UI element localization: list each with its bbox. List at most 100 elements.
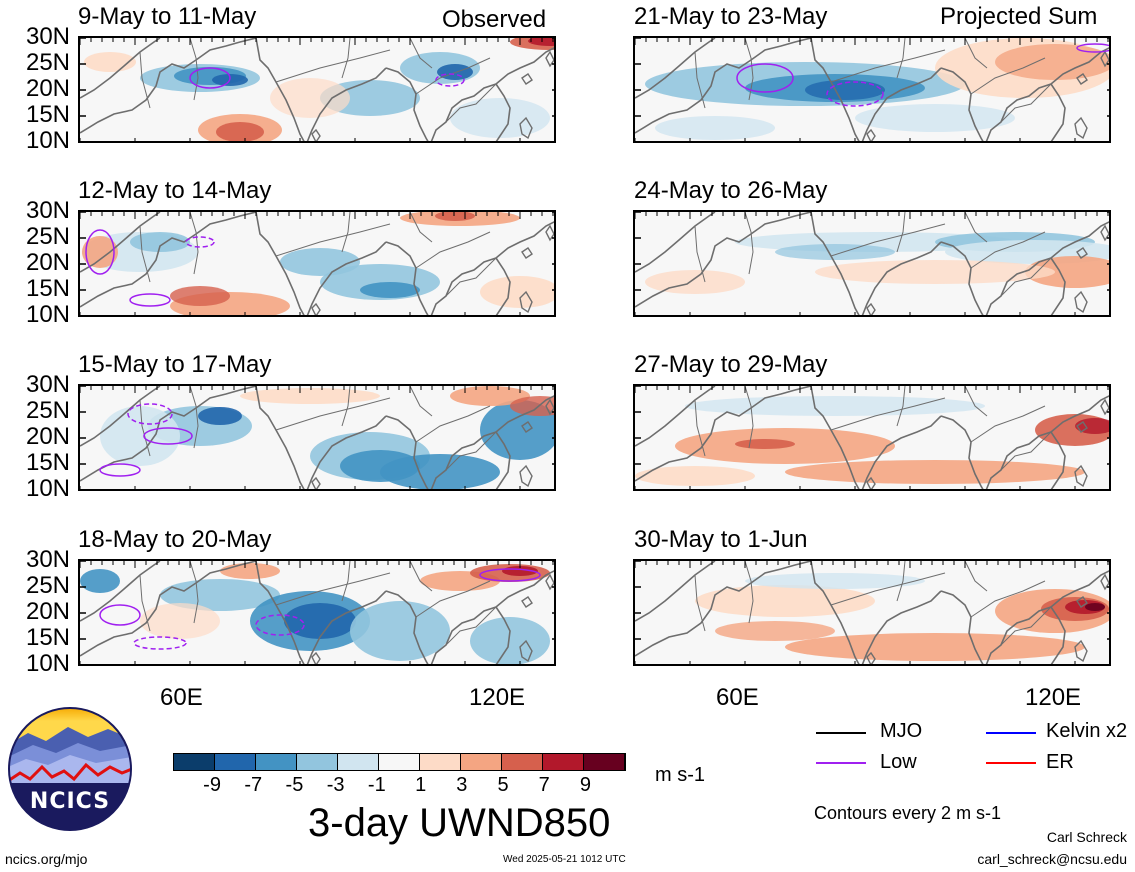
coastline — [385, 415, 429, 489]
island-outline — [1076, 247, 1088, 259]
panel-title: 12-May to 14-May — [78, 177, 272, 204]
colorbar-swatch — [543, 754, 584, 770]
country-border — [970, 57, 1046, 95]
coastline — [635, 212, 716, 273]
coastline — [306, 67, 387, 141]
low-contour — [736, 63, 794, 93]
coastline — [635, 386, 716, 447]
island-outline — [545, 573, 554, 591]
country-border — [1000, 431, 1052, 471]
country-border — [896, 561, 906, 602]
country-border — [341, 212, 351, 253]
coastline — [985, 83, 1052, 141]
anomaly-shading — [785, 460, 1085, 484]
country-border — [744, 386, 754, 449]
coastline — [985, 257, 1052, 315]
anomaly-shading — [216, 122, 264, 141]
coastline — [80, 59, 197, 134]
y-tick-label: 30N — [25, 371, 70, 398]
coastline — [430, 431, 497, 489]
country-border — [139, 225, 151, 283]
y-tick-label: 25N — [25, 49, 70, 76]
mjo-legend-label: MJO — [880, 720, 923, 742]
ncics-logo: NCICS — [8, 707, 132, 831]
coastline — [1050, 431, 1066, 489]
map-panel — [633, 210, 1111, 317]
country-border — [409, 38, 433, 69]
y-tick-label: 20N — [25, 423, 70, 450]
coastline — [985, 606, 1052, 664]
low-contour — [826, 81, 884, 107]
low-contour — [85, 229, 115, 275]
coastline — [861, 590, 942, 664]
country-border — [830, 572, 946, 606]
figure-title: 3-day UWND850 — [308, 801, 611, 845]
wind-field — [80, 212, 554, 315]
low-legend-label: Low — [880, 751, 917, 773]
anomaly-shading — [735, 439, 795, 449]
anomaly-shading — [995, 44, 1109, 80]
anomaly-shading — [785, 633, 1085, 661]
colorbar-tick-label: -1 — [367, 774, 386, 796]
x-tick-label: 60E — [160, 684, 203, 711]
colorbar-tick-label: 3 — [456, 774, 468, 796]
coastline — [495, 47, 554, 85]
island-outline — [545, 224, 554, 242]
y-tick-label: 30N — [25, 23, 70, 50]
map-panel — [78, 559, 556, 666]
coastline — [810, 386, 860, 489]
y-tick-label: 20N — [25, 598, 70, 625]
country-border — [275, 397, 391, 431]
y-tick-label: 10N — [25, 127, 70, 154]
low-contour — [99, 463, 141, 477]
island-outline — [1100, 573, 1109, 591]
anomaly-shading — [695, 585, 875, 617]
footer-timestamp: Wed 2025-05-21 1012 UTC — [503, 854, 626, 865]
map-panel — [78, 210, 556, 317]
kelvin-legend-line — [986, 732, 1036, 734]
low-legend-line — [816, 762, 866, 764]
coastline — [861, 67, 942, 141]
coastline — [495, 257, 511, 315]
y-tick-label: 20N — [25, 75, 70, 102]
low-contour — [143, 427, 193, 445]
anomaly-shading — [270, 78, 350, 118]
coastline — [495, 83, 511, 141]
y-tick-label: 30N — [25, 546, 70, 573]
anomaly-shading — [130, 232, 190, 252]
island-outline — [521, 73, 533, 85]
coastline — [635, 38, 716, 99]
island-outline — [1100, 398, 1109, 416]
country-border — [964, 561, 988, 592]
coastline — [635, 59, 752, 134]
coastline — [1050, 221, 1109, 259]
island-outline — [311, 128, 321, 141]
coastline — [861, 415, 942, 489]
footer-author: Carl Schreck — [1046, 829, 1127, 845]
country-border — [415, 231, 491, 269]
footer-email: carl_schreck@ncsu.edu — [977, 851, 1127, 867]
colorbar-units: m s-1 — [655, 764, 705, 786]
coastline — [635, 582, 752, 657]
y-tick-label: 15N — [25, 624, 70, 651]
low-contour — [255, 614, 305, 636]
y-tick-label: 15N — [25, 101, 70, 128]
island-outline — [311, 302, 321, 315]
anomaly-shading — [170, 286, 230, 306]
colorbar-tick-label: -5 — [285, 774, 304, 796]
anomaly-shading — [470, 617, 550, 664]
country-border — [970, 405, 1046, 443]
wind-field — [635, 386, 1109, 489]
anomaly-shading — [1025, 256, 1109, 288]
country-border — [896, 38, 906, 79]
island-outline — [1074, 290, 1088, 314]
y-tick-label: 25N — [25, 223, 70, 250]
panel-title: 18-May to 20-May — [78, 526, 272, 553]
coastline — [80, 38, 161, 99]
anomaly-shading — [450, 98, 550, 138]
island-outline — [311, 651, 321, 664]
country-border — [970, 580, 1046, 618]
country-border — [964, 386, 988, 417]
island-outline — [866, 302, 876, 315]
colorbar-tick-label: 1 — [415, 774, 427, 796]
